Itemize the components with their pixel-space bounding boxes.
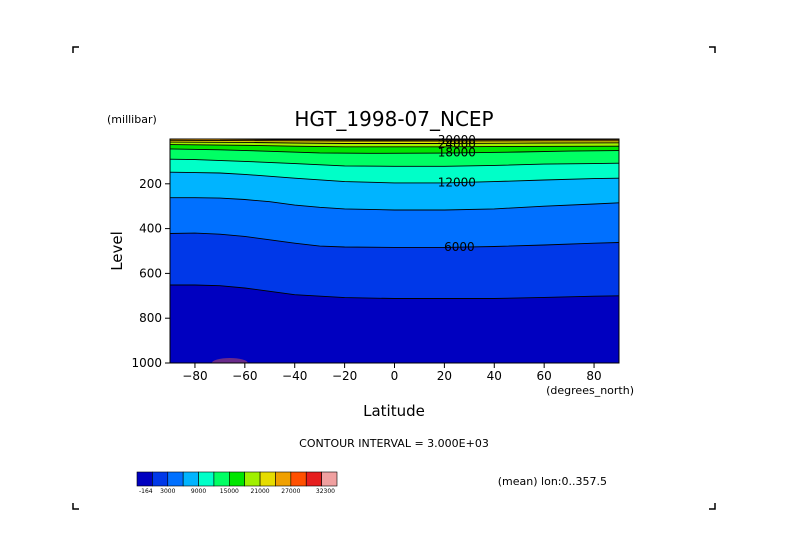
colorbar-label-9000: 9000 bbox=[191, 488, 206, 495]
contour-line-3000 bbox=[170, 284, 619, 299]
colorbar-label-21000: 21000 bbox=[251, 488, 270, 495]
x-tick-label--20: −20 bbox=[332, 369, 357, 383]
x-tick-label-40: 40 bbox=[487, 369, 502, 383]
colorbar-label-15000: 15000 bbox=[220, 488, 239, 495]
mean-longitude-text: (mean) lon:0..357.5 bbox=[498, 475, 607, 488]
contour-line-6000 bbox=[170, 232, 619, 248]
contour-line-24000 bbox=[170, 141, 619, 144]
contour-line-12000 bbox=[170, 171, 619, 184]
contour-label-6000: 6000 bbox=[444, 240, 475, 254]
contour-line-21000 bbox=[170, 144, 619, 148]
contour-label-18000: 18000 bbox=[438, 145, 476, 159]
contour-lines bbox=[170, 139, 619, 299]
y-tick-label-200: 200 bbox=[139, 177, 162, 191]
x-tick-label--40: −40 bbox=[282, 369, 307, 383]
colorbar-swatch-7 bbox=[244, 471, 261, 487]
y-unit-label: (millibar) bbox=[107, 113, 157, 126]
contour-line-18000 bbox=[170, 148, 619, 154]
x-unit-label: (degrees_north) bbox=[546, 384, 634, 397]
chart-title: HGT_1998-07_NCEP bbox=[294, 107, 493, 131]
y-axis-ticks: 200 400 600 800 1000 bbox=[131, 177, 170, 370]
contour-interval-text: CONTOUR INTERVAL = 3.000E+03 bbox=[299, 437, 489, 450]
contour-line-9000 bbox=[170, 197, 619, 211]
colorbar-label-27000: 27000 bbox=[281, 488, 300, 495]
contour-label-24000: 24000 bbox=[438, 137, 476, 151]
y-tick-label-400: 400 bbox=[139, 222, 162, 236]
colorbar-swatch-4 bbox=[198, 471, 215, 487]
x-tick-label-20: 20 bbox=[437, 369, 452, 383]
crop-mark-bottom-right bbox=[709, 503, 716, 510]
y-tick-label-600: 600 bbox=[139, 266, 162, 280]
colorbar-swatch-5 bbox=[213, 471, 230, 487]
colorbar-swatch-9 bbox=[275, 471, 292, 487]
corner-marks bbox=[72, 46, 716, 510]
x-tick-label-60: 60 bbox=[537, 369, 552, 383]
y-axis-label: Level bbox=[108, 231, 126, 271]
colorbar-swatch-0 bbox=[136, 471, 153, 487]
colorbar-swatch-12 bbox=[321, 471, 338, 487]
colorbar-swatch-2 bbox=[167, 471, 184, 487]
colorbar-swatch-11 bbox=[305, 471, 322, 487]
colorbar bbox=[136, 471, 338, 487]
crop-mark-bottom-left bbox=[72, 503, 79, 510]
colorbar-swatch-8 bbox=[259, 471, 276, 487]
x-tick-label--80: −80 bbox=[182, 369, 207, 383]
colorbar-swatch-6 bbox=[229, 471, 245, 487]
contour-band-negative bbox=[211, 358, 248, 363]
contour-label-30000: 30000 bbox=[438, 133, 476, 147]
contour-line-30000 bbox=[219, 139, 619, 141]
contour-fills bbox=[170, 139, 619, 363]
x-axis-label: Latitude bbox=[363, 402, 425, 420]
y-tick-label-1000: 1000 bbox=[131, 356, 162, 370]
contour-line-15000 bbox=[170, 158, 619, 167]
colorbar-label-3000: 3000 bbox=[160, 488, 175, 495]
x-axis-ticks: −80 −60 −40 −20 0 20 40 60 80 bbox=[182, 363, 602, 383]
crop-mark-top-right bbox=[709, 46, 716, 53]
x-tick-label-80: 80 bbox=[586, 369, 601, 383]
colorbar-swatch-3 bbox=[182, 471, 199, 487]
contour-line-27000 bbox=[170, 139, 619, 142]
x-tick-label--60: −60 bbox=[232, 369, 257, 383]
colorbar-label--164: -164 bbox=[139, 488, 153, 495]
colorbar-labels: -164 3000 9000 15000 21000 27000 32300 bbox=[139, 488, 335, 495]
y-tick-label-800: 800 bbox=[139, 311, 162, 325]
colorbar-swatch-10 bbox=[290, 471, 307, 487]
colorbar-swatch-1 bbox=[152, 471, 169, 487]
crop-mark-top-left bbox=[72, 46, 79, 53]
contour-label-12000: 12000 bbox=[438, 176, 476, 190]
colorbar-label-32300: 32300 bbox=[316, 488, 335, 495]
x-tick-label-0: 0 bbox=[391, 369, 399, 383]
